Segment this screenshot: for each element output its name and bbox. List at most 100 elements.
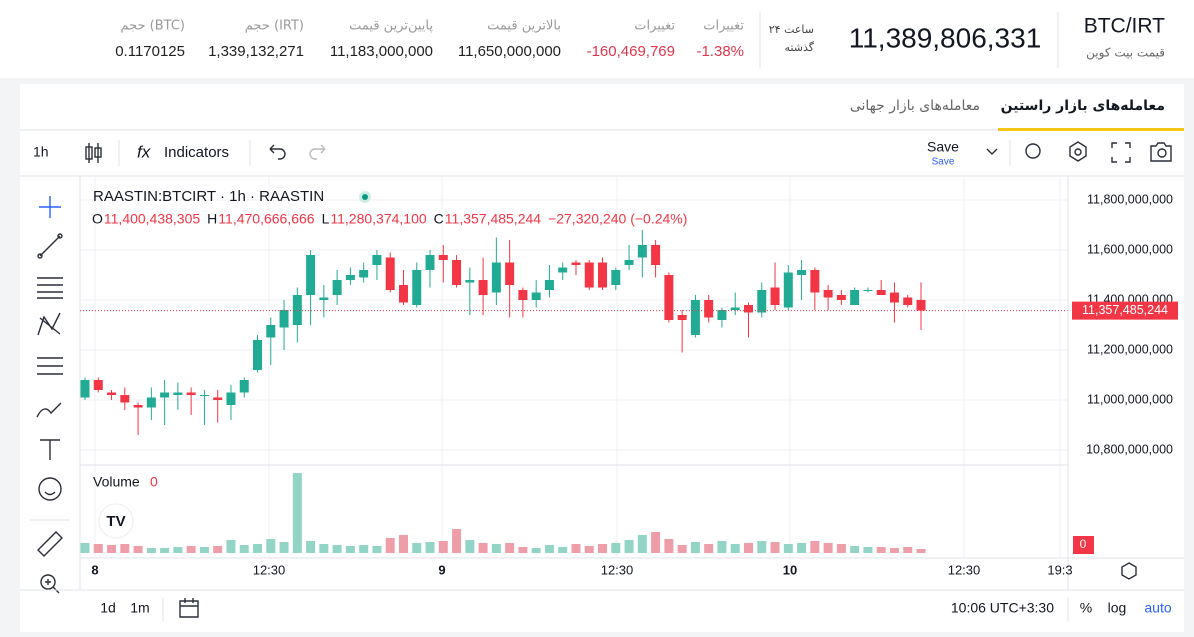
candle-body bbox=[836, 295, 846, 300]
stat-label: حجم (IRT) bbox=[245, 19, 304, 34]
ohlc-legend: O 11,400,438,305 H 11,470,666,666 L 11,280,37… bbox=[92, 211, 687, 227]
volume-bar bbox=[651, 532, 661, 553]
volume-bar bbox=[199, 547, 209, 553]
status-dot bbox=[362, 194, 368, 200]
redo[interactable] bbox=[309, 144, 326, 160]
percent-toggle[interactable]: % bbox=[1080, 600, 1092, 616]
date-range-icon[interactable] bbox=[179, 598, 199, 618]
volume-bar bbox=[823, 543, 833, 553]
volume-bar bbox=[332, 545, 342, 553]
volume-bar bbox=[518, 547, 528, 553]
candle-body bbox=[704, 300, 714, 318]
candle-body bbox=[876, 290, 886, 295]
alert-icon[interactable] bbox=[1025, 143, 1041, 159]
candle-body bbox=[664, 275, 674, 320]
fullscreen-icon[interactable] bbox=[1111, 142, 1131, 163]
camera-icon[interactable] bbox=[1150, 142, 1172, 162]
auto-toggle[interactable]: auto bbox=[1144, 600, 1171, 616]
volume-bar bbox=[889, 548, 899, 553]
x-tick-label: 8 bbox=[91, 562, 98, 577]
volume-bar bbox=[372, 546, 382, 553]
tv-logo[interactable] bbox=[98, 503, 134, 539]
fx-icon[interactable]: fx bbox=[137, 142, 151, 161]
tab[interactable]: معامله‌های بازار راستین bbox=[1001, 98, 1165, 114]
save-sub[interactable]: Save bbox=[932, 157, 955, 168]
log-toggle[interactable]: log bbox=[1108, 600, 1127, 616]
settings-icon[interactable] bbox=[1069, 141, 1087, 162]
candle-body bbox=[398, 285, 408, 303]
candle-body bbox=[332, 280, 342, 295]
volume-bar bbox=[637, 535, 647, 553]
candle-body bbox=[478, 280, 488, 295]
volume-bar bbox=[292, 473, 302, 553]
drawing-tools[interactable] bbox=[36, 196, 63, 594]
x-tick-label: 12:30 bbox=[601, 562, 634, 577]
volume-bar bbox=[266, 539, 276, 553]
candle-body bbox=[730, 307, 740, 310]
volume-bar bbox=[558, 547, 568, 553]
interval[interactable]: 1h bbox=[33, 144, 49, 160]
volume-bar bbox=[664, 539, 674, 553]
chart-title: RAASTIN:BTCIRT · 1h · RAASTIN bbox=[93, 188, 324, 205]
candle-body bbox=[279, 310, 289, 328]
stat-value: -160,469,769 bbox=[587, 43, 675, 60]
volume-bar bbox=[359, 545, 369, 553]
last-price-label: 11,357,485,244 bbox=[1082, 303, 1168, 317]
candle-body bbox=[372, 255, 382, 265]
range[interactable]: 1d bbox=[100, 600, 116, 616]
dropdown[interactable] bbox=[986, 148, 998, 155]
tab[interactable]: معامله‌های بازار جهانی bbox=[850, 98, 980, 114]
candle-body bbox=[743, 305, 753, 313]
indicators[interactable]: Indicators bbox=[164, 144, 229, 161]
candle-body bbox=[239, 380, 249, 393]
candle-body bbox=[491, 262, 501, 293]
volume-bar bbox=[876, 547, 886, 553]
volume-bar bbox=[863, 547, 873, 553]
candle-body bbox=[558, 267, 568, 273]
axis-settings[interactable] bbox=[1121, 562, 1137, 580]
legend-key: O bbox=[92, 211, 103, 227]
candle-body bbox=[544, 280, 554, 290]
pair-subtitle: قیمت بیت کوین bbox=[1086, 46, 1165, 61]
candle-body bbox=[319, 297, 329, 300]
candle-body bbox=[797, 270, 807, 275]
y-tick-label: 11,200,000,000 bbox=[1087, 342, 1173, 356]
volume-bar bbox=[531, 548, 541, 553]
legend-key: L bbox=[322, 211, 330, 227]
volume-bar bbox=[438, 541, 448, 553]
volume-bar bbox=[306, 541, 316, 553]
candle-body bbox=[266, 325, 276, 338]
candle-body bbox=[717, 310, 727, 320]
candle-body bbox=[213, 397, 223, 400]
volume-bar bbox=[584, 546, 594, 553]
candle-body bbox=[823, 290, 833, 298]
candle-icon[interactable] bbox=[85, 143, 102, 163]
plot-area bbox=[80, 176, 1068, 558]
period: گذشته bbox=[785, 41, 815, 54]
y-tick-label: 11,600,000,000 bbox=[1087, 242, 1173, 256]
volume-label: Volume bbox=[93, 474, 140, 490]
candle-body bbox=[810, 270, 820, 293]
candle-body bbox=[677, 315, 687, 320]
volume-bar bbox=[704, 544, 714, 553]
volume-bar bbox=[319, 544, 329, 553]
candle-body bbox=[518, 290, 528, 300]
candle-body bbox=[80, 380, 90, 398]
volume-bar bbox=[345, 546, 355, 553]
volume-bar bbox=[743, 543, 753, 553]
tv-logo[interactable]: TV bbox=[106, 513, 125, 530]
header-bar bbox=[0, 0, 1194, 78]
save[interactable]: Save bbox=[927, 139, 959, 155]
pair: BTC/IRT bbox=[1084, 15, 1165, 38]
candle-body bbox=[186, 392, 196, 395]
x-tick-label: 12:30 bbox=[253, 562, 286, 577]
stat-label: حجم (BTC) bbox=[120, 19, 185, 34]
volume-bar bbox=[173, 547, 183, 553]
candle-body bbox=[253, 340, 263, 370]
candle-body bbox=[359, 270, 369, 278]
volume-bar bbox=[107, 545, 117, 553]
stats: تغییرات -1.38% تغییرات -160,469,769 بالاترین… bbox=[115, 19, 744, 60]
range[interactable]: 1m bbox=[130, 600, 149, 616]
undo[interactable] bbox=[269, 144, 286, 160]
